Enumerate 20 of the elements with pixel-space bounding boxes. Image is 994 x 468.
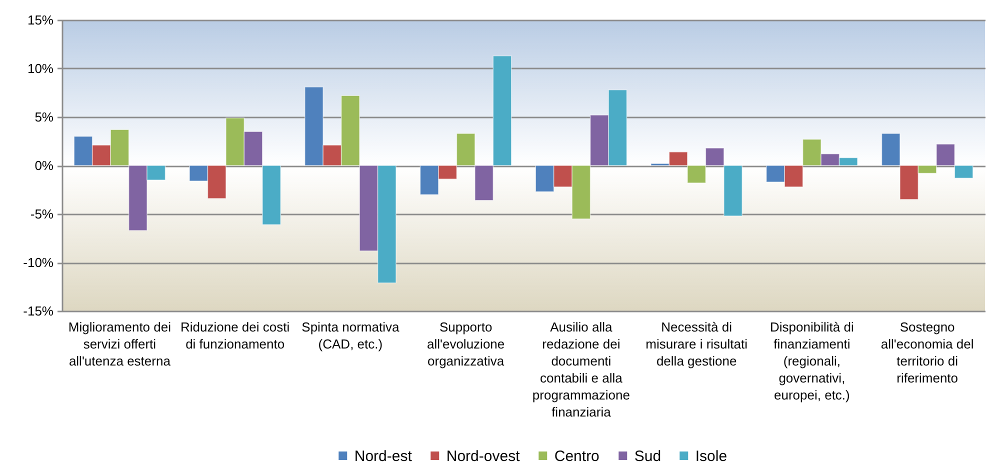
x-tick-label: Miglioramento dei servizi offerti all'utenza esterna bbox=[68, 320, 172, 368]
legend-label: Isole bbox=[695, 448, 728, 465]
y-tick-label: 5% bbox=[34, 110, 54, 124]
x-tick-label: Riduzione dei costi di funzionamento bbox=[180, 320, 290, 352]
y-tick-label: 10% bbox=[27, 61, 54, 76]
legend-label: Nord-ovest bbox=[446, 448, 521, 465]
y-tick-label: 15% bbox=[27, 12, 54, 28]
legend-label: Nord-est bbox=[354, 448, 413, 465]
y-tick-label: -15% bbox=[23, 304, 54, 318]
legend-label: Sud bbox=[634, 448, 662, 465]
x-tick-label: Supporto all'evoluzione organizzativa bbox=[426, 320, 505, 368]
y-tick-label: -5% bbox=[30, 206, 54, 222]
y-tick-label: 0% bbox=[34, 158, 54, 173]
y-tick-label: -10% bbox=[23, 255, 54, 270]
x-tick-label: Ausilio alla redazione dei documenti contabili e alla programmazione finanziaria bbox=[532, 320, 630, 420]
x-tick-label: Necessità di misurare i risultati della gestione bbox=[646, 320, 748, 368]
x-tick-label: Disponibilità di finanziamenti (regionali, governativi, europei, etc.) bbox=[770, 320, 854, 402]
x-tick-label: Sostegno all'economia del territorio di riferimento bbox=[880, 320, 974, 386]
x-tick-label: Spinta normativa (CAD, etc.) bbox=[302, 320, 400, 352]
legend-label: Centro bbox=[554, 448, 600, 465]
